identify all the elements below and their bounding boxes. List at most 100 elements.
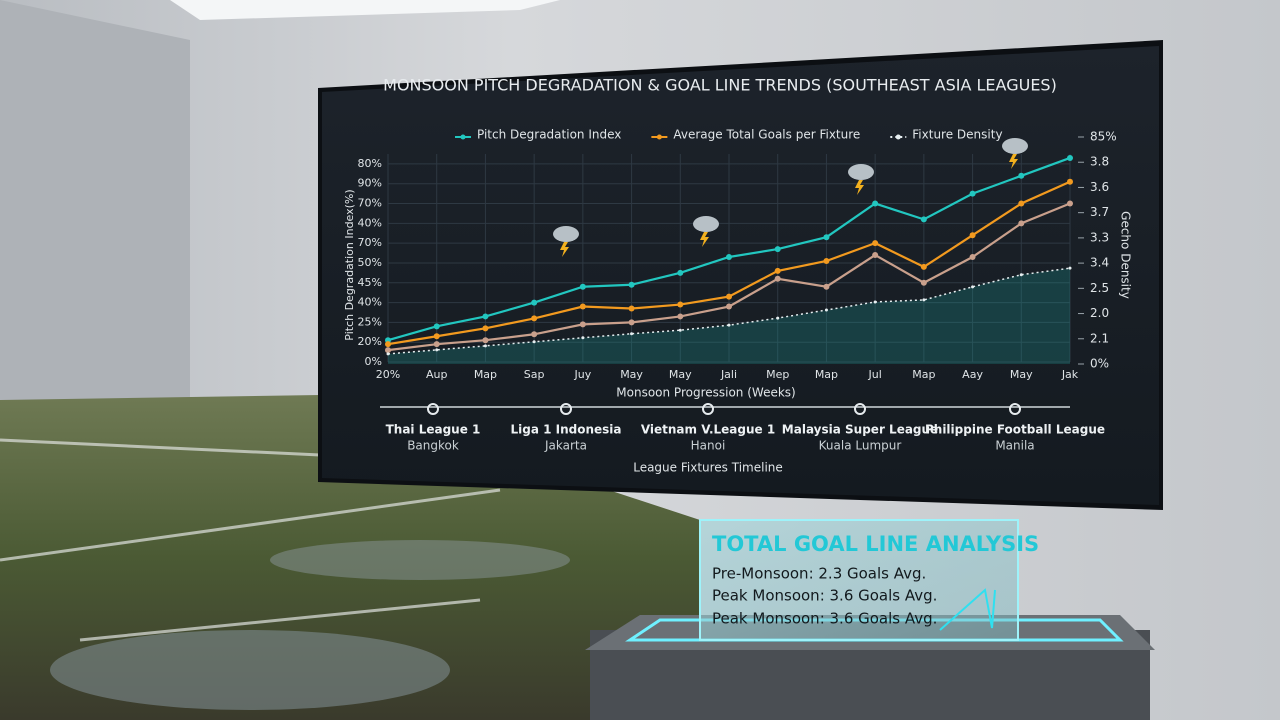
series-point	[774, 275, 781, 282]
series-point	[1018, 200, 1025, 207]
y2-tick-label: 0%	[1090, 357, 1109, 371]
rain-cloud	[553, 226, 579, 242]
x-tick-label: Mep	[766, 368, 789, 381]
series-point	[1067, 154, 1073, 161]
timeline-pin	[702, 403, 714, 415]
x-tick-label: Jali	[720, 368, 737, 381]
y-tick-label: 90%	[358, 177, 382, 190]
y-tick-label: 40%	[358, 216, 382, 229]
league-city: Kuala Lumpur	[819, 439, 902, 453]
series-point	[483, 344, 487, 348]
series-point	[433, 341, 440, 348]
x-tick-label: 20%	[376, 368, 400, 381]
series-point	[1068, 266, 1072, 270]
legend-label: Pitch Degradation Index	[477, 128, 621, 142]
chart-title: MONSOON PITCH DEGRADATION & GOAL LINE TR…	[383, 76, 1057, 95]
series-point	[1067, 178, 1073, 185]
analysis-panel	[699, 519, 1019, 641]
y-tick-label: 45%	[358, 276, 382, 289]
panel-line: Peak Monsoon: 3.6 Goals Avg.	[712, 587, 937, 605]
pitch-lines	[0, 438, 501, 642]
league-city: Manila	[995, 439, 1034, 453]
series-point	[531, 331, 538, 338]
series-point	[824, 308, 828, 312]
y2-tick-label: 3.3	[1090, 230, 1109, 244]
x-tick-label: Jul	[868, 368, 882, 381]
series-point	[776, 316, 780, 320]
puddle	[270, 540, 570, 580]
x-tick-label: Juy	[573, 368, 591, 381]
rain-bolt	[560, 242, 569, 257]
y2-axis-title: Gecho Density	[1119, 211, 1133, 299]
league-name: Malaysia Super League	[782, 423, 938, 437]
x-axis-title: Monsoon Progression (Weeks)	[616, 386, 795, 400]
puddle	[50, 630, 450, 710]
series-point	[628, 281, 635, 288]
series-point	[435, 348, 439, 352]
y2-tick-label: 2.0	[1090, 306, 1109, 320]
league-name: Thai League 1	[386, 423, 481, 437]
series-point	[823, 283, 830, 290]
x-tick-label: May	[620, 368, 643, 381]
legend-dot	[460, 134, 466, 140]
series-point	[1019, 273, 1023, 277]
y-tick-label: 80%	[358, 157, 382, 170]
y2-tick-label: 2.5	[1090, 281, 1109, 295]
panel-icon	[939, 588, 996, 631]
series-point	[971, 285, 975, 289]
y-axis-title: Pitch Degradation Index(%)	[343, 189, 356, 340]
series-point	[922, 298, 926, 302]
x-tick-label: Jak	[1061, 368, 1079, 381]
league-name: Vietnam V.League 1	[641, 423, 775, 437]
series-point	[531, 315, 538, 322]
series-point	[726, 254, 732, 261]
legend-dot	[895, 134, 901, 140]
y2-tick-label: 3.6	[1090, 180, 1109, 194]
series-point	[385, 347, 391, 354]
y2-tick-label: 3.4	[1090, 256, 1109, 270]
series-point	[433, 333, 440, 340]
y-tick-label: 25%	[358, 315, 382, 328]
rain-bolt	[1009, 154, 1018, 169]
x-tick-label: May	[1010, 368, 1033, 381]
series-point	[531, 299, 538, 306]
series-point	[630, 332, 634, 336]
series-point	[1067, 200, 1073, 207]
series-point	[969, 190, 976, 197]
series-point	[823, 234, 830, 241]
league-city: Bangkok	[407, 439, 459, 453]
x-tick-label: Aup	[426, 368, 447, 381]
timeline-pin	[560, 403, 572, 415]
series-point	[433, 323, 440, 330]
series-point	[727, 323, 731, 327]
rain-bolt	[700, 232, 709, 247]
panel-line: Pre-Monsoon: 2.3 Goals Avg.	[712, 565, 926, 583]
series-point	[873, 300, 877, 304]
series-point	[823, 257, 830, 264]
side-wall	[0, 0, 190, 410]
series-point	[628, 305, 635, 312]
ceiling-light	[170, 0, 560, 20]
y-tick-label: 40%	[358, 296, 382, 309]
timeline-title: League Fixtures Timeline	[633, 461, 783, 475]
league-city: Hanoi	[691, 439, 726, 453]
series-point	[726, 303, 732, 310]
x-tick-label: Map	[912, 368, 935, 381]
legend-label: Fixture Density	[912, 128, 1002, 142]
series-point	[677, 269, 684, 276]
y-tick-label: 0%	[365, 355, 382, 368]
series-point	[969, 254, 976, 261]
series-point	[774, 246, 781, 253]
series-point	[726, 293, 732, 300]
x-tick-label: Map	[815, 368, 838, 381]
series-point	[579, 283, 586, 290]
y2-tick-label: 3.7	[1090, 205, 1109, 219]
series-point	[1018, 172, 1025, 179]
league-name: Philippine Football League	[925, 423, 1105, 437]
y-tick-label: 70%	[358, 197, 382, 210]
series-point	[1018, 220, 1025, 227]
y-tick-label: 50%	[358, 256, 382, 269]
x-tick-label: Aay	[962, 368, 983, 381]
series-point	[920, 263, 927, 270]
